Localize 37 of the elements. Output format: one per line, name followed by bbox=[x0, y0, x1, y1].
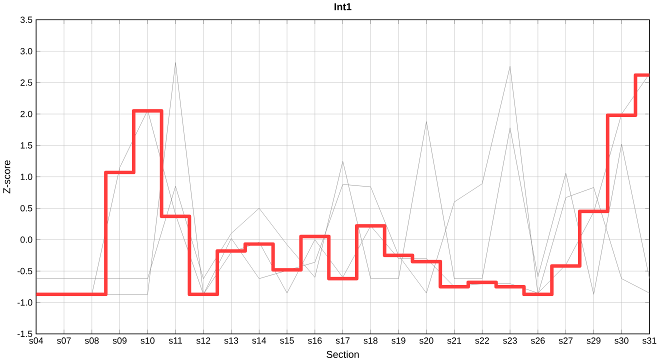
x-tick-label: s08 bbox=[84, 337, 99, 344]
chart-title: Int1 bbox=[334, 3, 352, 10]
y-tick-label: -1.0 bbox=[18, 299, 32, 306]
x-tick-label: s16 bbox=[308, 337, 322, 344]
y-tick-label: 1.0 bbox=[20, 174, 32, 180]
x-tick-label: s26 bbox=[530, 337, 545, 344]
x-tick-label: s27 bbox=[558, 337, 573, 344]
x-tick-label: s23 bbox=[503, 337, 517, 344]
x-tick-label: s09 bbox=[112, 337, 127, 344]
y-tick-label: -1.5 bbox=[18, 330, 32, 337]
y-tick-label: 2.5 bbox=[20, 79, 32, 86]
x-tick-label: s20 bbox=[419, 337, 434, 344]
x-tick-label: s15 bbox=[280, 337, 294, 344]
x-axis-title: Section bbox=[326, 350, 359, 358]
y-tick-label: 3.5 bbox=[20, 16, 32, 23]
x-tick-label: s13 bbox=[224, 337, 238, 344]
x-tick-label: s29 bbox=[586, 337, 600, 344]
x-tick-label: s19 bbox=[392, 337, 406, 344]
y-tick-label: 0.5 bbox=[20, 204, 32, 212]
x-tick-label: s31 bbox=[642, 337, 656, 344]
x-tick-label: s07 bbox=[57, 337, 71, 344]
x-tick-label: s18 bbox=[364, 337, 378, 344]
x-tick-label: s12 bbox=[196, 337, 210, 344]
x-tick-label: s21 bbox=[447, 337, 462, 344]
x-tick-label: s22 bbox=[475, 337, 489, 344]
x-tick-label: s11 bbox=[168, 337, 182, 344]
x-tick-label: s04 bbox=[29, 337, 44, 344]
y-tick-label: 3.0 bbox=[20, 48, 32, 54]
y-tick-label: 1.5 bbox=[20, 142, 32, 148]
y-tick-label: -0.5 bbox=[18, 268, 32, 274]
x-tick-label: s10 bbox=[140, 337, 155, 344]
y-tick-label: 0.0 bbox=[20, 236, 32, 243]
x-tick-label: s30 bbox=[614, 337, 628, 344]
y-tick-label: 2.0 bbox=[20, 110, 32, 118]
x-tick-label: s17 bbox=[336, 337, 350, 344]
x-tick-label: s14 bbox=[252, 337, 266, 344]
y-axis-title: Z-score bbox=[3, 160, 10, 194]
